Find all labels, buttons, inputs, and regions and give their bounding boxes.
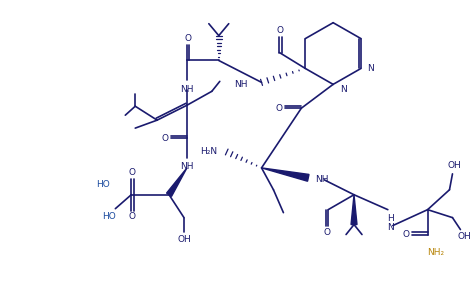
Text: O: O (129, 212, 136, 221)
Text: HO: HO (97, 180, 110, 189)
Text: O: O (162, 134, 169, 143)
Text: OH: OH (457, 232, 471, 241)
Text: NH: NH (180, 85, 194, 94)
Text: OH: OH (177, 235, 191, 244)
Text: O: O (324, 228, 331, 237)
Text: N: N (340, 85, 347, 94)
Text: O: O (277, 26, 284, 35)
Text: NH: NH (316, 175, 329, 184)
Text: O: O (402, 230, 409, 239)
Polygon shape (351, 195, 357, 225)
Text: OH: OH (447, 161, 461, 170)
Text: N: N (388, 223, 394, 232)
Text: NH₂: NH₂ (427, 248, 444, 257)
Text: N: N (367, 64, 374, 73)
Text: HO: HO (103, 212, 116, 221)
Polygon shape (167, 168, 187, 196)
Text: H₂N: H₂N (200, 148, 218, 157)
Text: O: O (129, 168, 136, 177)
Text: NH: NH (234, 80, 248, 89)
Text: NH: NH (180, 162, 194, 171)
Text: O: O (185, 34, 191, 43)
Text: H: H (388, 214, 394, 223)
Polygon shape (261, 168, 309, 181)
Text: O: O (276, 104, 283, 113)
